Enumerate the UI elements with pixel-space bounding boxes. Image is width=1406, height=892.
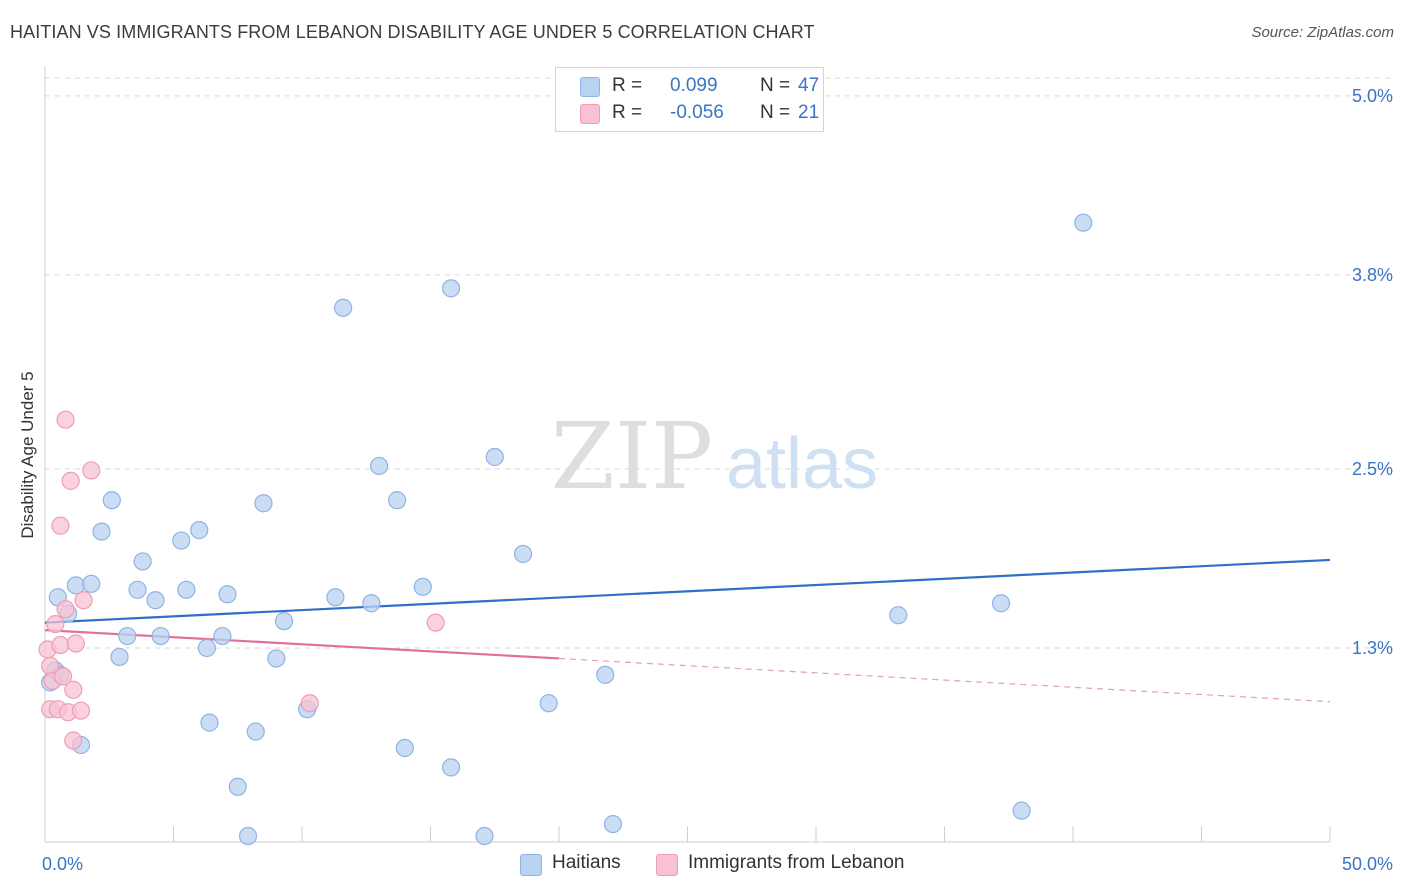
haitian-point	[991, 594, 1011, 613]
bottom-legend-label-haitians: Haitians	[552, 852, 621, 873]
haitian-point	[151, 626, 170, 646]
haitian-point	[441, 279, 461, 298]
bottom-legend-swatch-lebanon	[656, 854, 678, 876]
legend-r-label: R =	[612, 75, 643, 96]
haitian-point	[213, 626, 232, 646]
haitian-point	[539, 694, 558, 713]
watermark-zip: ZIP	[551, 403, 713, 510]
haitian-point	[274, 612, 294, 631]
legend-n-value: 47	[798, 75, 820, 96]
haitian-point	[146, 591, 165, 610]
x-tick-label: 50.0%	[1342, 854, 1393, 874]
haitian-point	[92, 522, 111, 541]
haitian-point	[177, 580, 196, 599]
haitian-point	[218, 585, 237, 604]
haitian-point	[513, 544, 533, 564]
lebanon-point	[61, 471, 80, 490]
y-axis-label: Disability Age Under 5	[18, 371, 37, 539]
trend-lines	[44, 558, 1331, 703]
haitian-point	[1012, 801, 1031, 820]
haitian-point	[889, 606, 908, 625]
chart-title: HAITIAN VS IMMIGRANTS FROM LEBANON DISAB…	[10, 22, 815, 42]
watermark: ZIP atlas	[551, 403, 878, 510]
y-tick-label: 1.3%	[1352, 638, 1393, 658]
haitian-point	[200, 713, 219, 732]
haitian-point	[190, 521, 209, 540]
lebanon-point	[426, 613, 445, 632]
haitian-point	[82, 574, 101, 593]
y-tick-label: 2.5%	[1352, 459, 1393, 479]
lebanon-point	[64, 731, 83, 750]
haitian-point	[370, 456, 389, 476]
lebanon-point	[56, 410, 75, 429]
haitian-point	[485, 447, 504, 467]
haitian-trend-line	[44, 558, 1331, 624]
haitian-point	[326, 588, 345, 607]
legend-swatch-haitians	[580, 77, 600, 97]
legend-r-label: R =	[612, 102, 643, 123]
haitian-point	[172, 531, 191, 550]
y-tick-label: 5.0%	[1352, 86, 1393, 106]
haitian-point	[238, 826, 258, 846]
haitian-point	[596, 665, 615, 684]
haitian-point	[441, 758, 461, 777]
haitian-point	[413, 577, 432, 596]
haitian-point	[228, 777, 247, 796]
haitian-point	[395, 738, 414, 758]
lebanon-point	[71, 701, 91, 720]
haitian-point	[1074, 213, 1093, 232]
legend-r-value: -0.056	[670, 102, 724, 123]
haitian-point	[133, 552, 152, 571]
lebanon-point	[64, 680, 83, 699]
haitian-point	[603, 814, 623, 834]
correlation-legend: R = 0.099 N = 47 R = -0.056 N = 21	[555, 67, 824, 132]
legend-n-label: N =	[760, 102, 791, 123]
haitian-point	[475, 826, 494, 846]
haitian-point	[110, 647, 129, 667]
lebanon-point	[82, 461, 101, 480]
grid-lines	[45, 77, 1390, 649]
lebanon-point	[56, 600, 75, 619]
lebanon-trend-extension	[558, 657, 1331, 703]
haitian-point	[267, 649, 286, 668]
haitian-point	[254, 494, 273, 513]
lebanon-point	[51, 635, 70, 655]
tick-labels: 1.3% 2.5% 3.8% 5.0% 0.0% 50.0%	[42, 86, 1393, 874]
legend-r-value: 0.099	[670, 75, 718, 96]
haitian-point	[246, 722, 265, 741]
legend-n-value: 21	[798, 102, 820, 123]
lebanon-point	[51, 516, 70, 535]
lebanon-point	[53, 667, 73, 686]
legend-swatch-lebanon	[580, 104, 600, 124]
legend-n-label: N =	[760, 75, 791, 96]
haitian-point	[362, 594, 381, 613]
lebanon-point	[300, 694, 319, 713]
haitian-point	[128, 580, 147, 599]
source-label: Source: ZipAtlas.com	[1251, 24, 1394, 41]
lebanon-point	[46, 615, 65, 634]
y-tick-label: 3.8%	[1352, 265, 1393, 285]
data-points	[38, 213, 1093, 846]
haitian-point	[118, 626, 137, 646]
haitian-point	[334, 298, 353, 317]
bottom-legend-label-lebanon: Immigrants from Lebanon	[688, 852, 905, 873]
haitian-point	[102, 491, 121, 510]
haitian-point	[387, 491, 407, 510]
lebanon-point	[66, 634, 85, 653]
bottom-legend-swatch-haitians	[520, 854, 542, 876]
lebanon-point	[74, 591, 93, 610]
haitian-point	[66, 576, 85, 595]
watermark-atlas: atlas	[726, 424, 878, 504]
x-tick-label: 0.0%	[42, 854, 83, 874]
haitian-point	[197, 638, 217, 658]
